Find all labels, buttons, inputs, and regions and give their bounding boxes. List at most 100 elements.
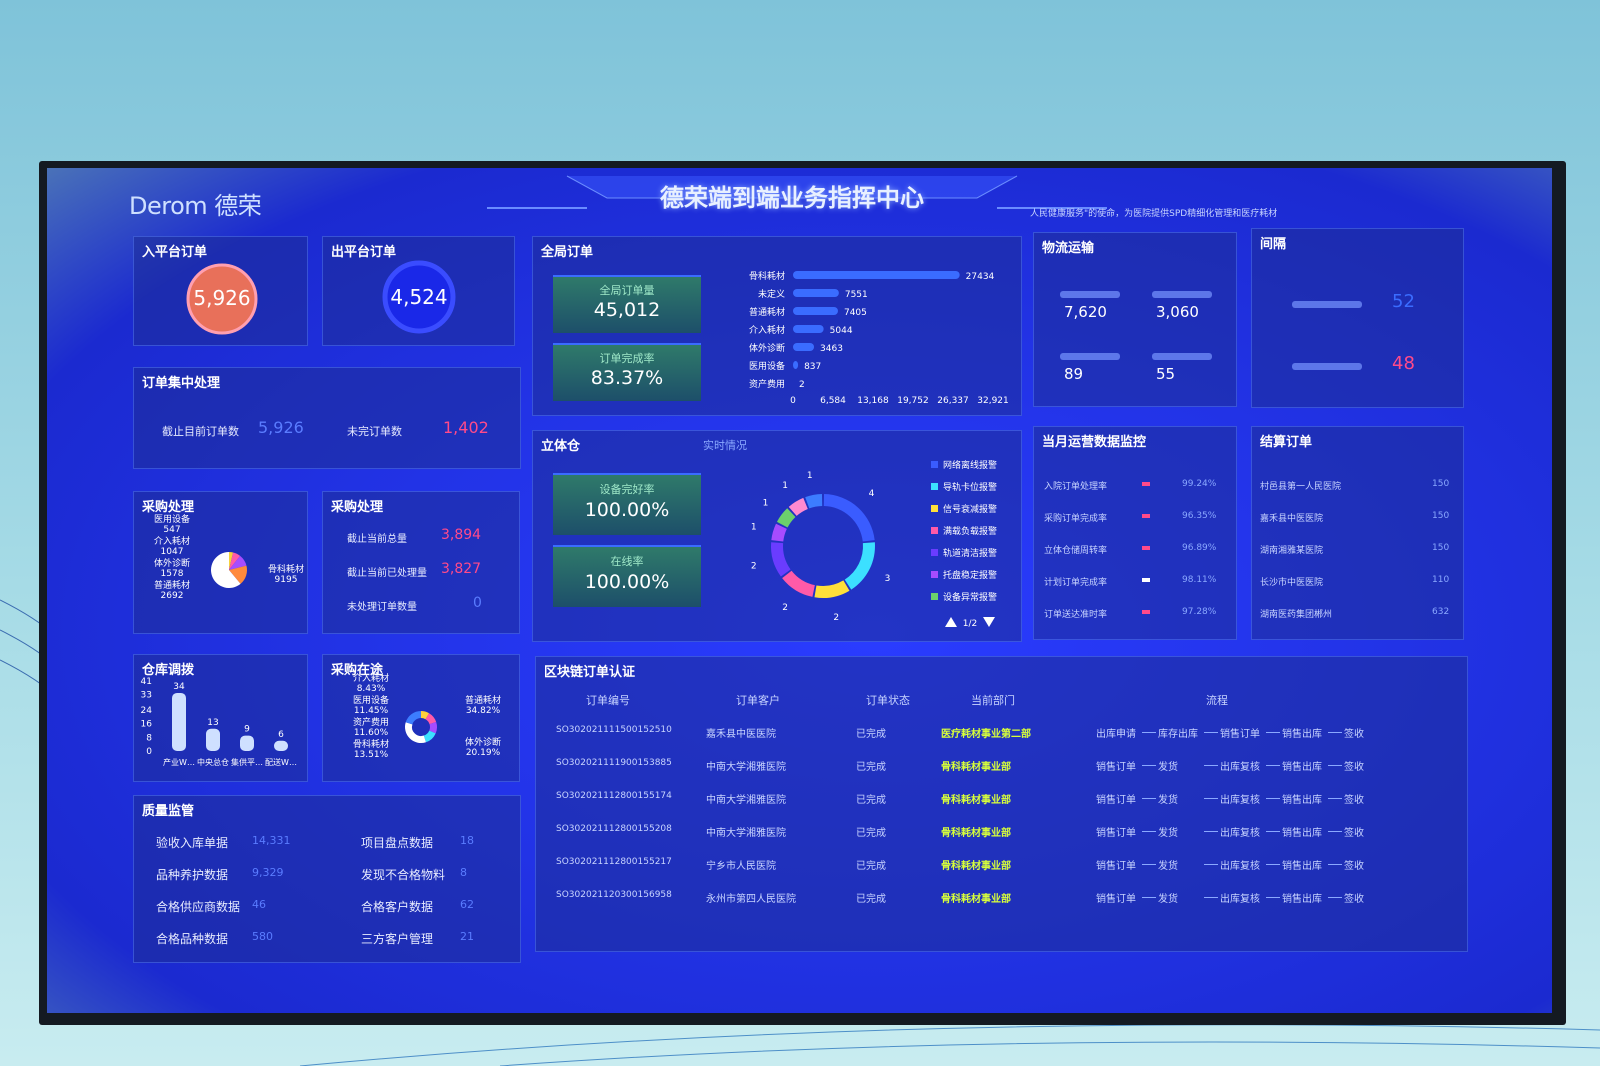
- cell: SO302021112800155217: [556, 857, 672, 867]
- donut-name: 普通耗材: [465, 694, 501, 706]
- flow-step: 签收: [1344, 762, 1364, 773]
- kpi-value: 83.37%: [590, 367, 664, 389]
- x-tick-label: 19,752: [897, 396, 929, 406]
- stat-label: 未处理订单数量: [347, 602, 417, 613]
- stat-value: 0: [473, 595, 482, 611]
- flow-step: 销售出库: [1282, 729, 1322, 740]
- stat-label: 三方客户管理: [361, 932, 434, 946]
- legend-swatch: [931, 527, 938, 534]
- row-label: 嘉禾县中医医院: [1260, 514, 1324, 524]
- panel: 采购在途 介入耗材 8.43% 医用设备 11.45% 资产费用 11.60% 骨科耗材 13.…: [322, 654, 520, 782]
- pie-value: 547: [163, 525, 180, 535]
- row-label: 入院订单处理率: [1044, 482, 1108, 492]
- bar: [793, 271, 960, 279]
- kpi-label: 在线率: [610, 555, 644, 568]
- row-label: 湖南湘雅某医院: [1260, 546, 1324, 556]
- flow-step: 发货: [1158, 828, 1178, 839]
- kpi-label: 全局订单量: [599, 284, 655, 297]
- flow-step: 库存出库: [1158, 729, 1198, 740]
- stat-value: 7,620: [1064, 303, 1107, 321]
- legend-label: 轨道清洁报警: [943, 547, 997, 559]
- x-tick-label: 0: [790, 396, 796, 406]
- ring-segment: [771, 542, 791, 577]
- bar-value: 9: [244, 725, 250, 735]
- legend-swatch: [931, 461, 938, 468]
- flow-connector: [1328, 831, 1342, 832]
- panel: 出平台订单 4,524: [322, 236, 515, 346]
- flow-connector: [1204, 732, 1218, 733]
- donut-label: 8.43%: [357, 684, 386, 694]
- legend-label: 托盘稳定报警: [943, 569, 997, 581]
- kpi-label: 设备完好率: [599, 483, 655, 496]
- cell: 已完成: [856, 795, 886, 806]
- row-value: 632: [1432, 607, 1450, 617]
- stat-label: 截止当前总量: [347, 534, 407, 545]
- donut-slice: [405, 722, 426, 743]
- ring-segment: [814, 580, 850, 598]
- panel-title: 入平台订单: [142, 245, 208, 260]
- bar: [172, 692, 186, 751]
- panel-title: 全局订单: [541, 245, 594, 260]
- stat-value: 3,060: [1156, 303, 1199, 321]
- bar-value: 3463: [820, 344, 843, 354]
- stat-value: 48: [1392, 353, 1415, 374]
- ring-label: 4: [869, 489, 875, 499]
- column-header: 订单客户: [736, 694, 780, 707]
- kpi-value: 100.00%: [584, 571, 670, 593]
- panel-title: 采购处理: [331, 500, 384, 515]
- header-plate: [566, 175, 1018, 199]
- bar-value: 6: [278, 730, 284, 740]
- flow-step: 出库复核: [1220, 861, 1260, 872]
- flow-connector: [1204, 798, 1218, 799]
- logo: Derom 德荣: [129, 192, 262, 220]
- panel-title: 立体仓: [541, 439, 581, 454]
- bar-value: 7551: [845, 290, 868, 300]
- cell: 已完成: [856, 729, 886, 740]
- chart: 骨科耗材 27434 未定义 7551 普通耗材 7405 介入耗材 5044 体外诊断 3463…: [749, 270, 1009, 406]
- column-header: 当前部门: [971, 694, 1015, 707]
- bar-label: 未定义: [758, 288, 785, 300]
- kpi-box: 设备完好率 100.00%: [553, 473, 701, 535]
- pie-label: 医用设备: [154, 513, 190, 525]
- bar: [274, 740, 288, 751]
- stat-value: 9,329: [252, 866, 284, 879]
- department: 骨科耗材事业部: [941, 795, 1011, 806]
- panel: 立体仓 实时情况 设备完好率 100.00% 在线率 100.00% 4 3 2 2 2 1 1 1 1 网络…: [532, 430, 1022, 642]
- kpi-value: 4,524: [390, 285, 447, 309]
- column-header: 流程: [1206, 694, 1228, 707]
- ring-label: 1: [751, 522, 757, 532]
- flow-step: 发货: [1158, 762, 1178, 773]
- legend-swatch: [931, 505, 938, 512]
- pie-label: 普通耗材: [154, 579, 190, 591]
- bar-value: 7405: [844, 308, 867, 318]
- row-value: 150: [1432, 479, 1450, 489]
- flow-step: 签收: [1344, 894, 1364, 905]
- ring-segment: [805, 494, 823, 509]
- donut-name: 医用设备: [353, 694, 389, 706]
- panel-title: 间隔: [1260, 237, 1287, 252]
- stat-label: 截止目前订单数: [162, 425, 239, 438]
- department: 医疗耗材事业第二部: [941, 729, 1031, 740]
- flow-connector: [1142, 897, 1156, 898]
- bar-label: 资产费用: [749, 378, 785, 390]
- ring-segment: [776, 508, 796, 528]
- flow-step: 发货: [1158, 861, 1178, 872]
- stat-label: 合格供应商数据: [156, 900, 241, 914]
- label-blur: [1292, 301, 1362, 308]
- panel: 全局订单 全局订单量 45,012 订单完成率 83.37% 骨科耗材 27434 未定义 75…: [532, 236, 1022, 416]
- flow-step: 销售出库: [1282, 762, 1322, 773]
- trend-icon: [1142, 546, 1150, 550]
- flow-connector: [1328, 765, 1342, 766]
- ring-label: 1: [763, 499, 769, 509]
- stat-label: 项目盘点数据: [361, 836, 434, 850]
- flow-connector: [1142, 765, 1156, 766]
- panel: 入平台订单 5,926: [133, 236, 308, 346]
- chart: 0 8 16 24 33 41 34 产业W… 13 中央总仓 9 集供平… 6 配送W…: [141, 677, 297, 767]
- legend-label: 设备异常报警: [943, 591, 997, 603]
- stat-label: 截止当前已处理量: [347, 568, 427, 579]
- cell: 永州市第四人民医院: [706, 894, 796, 905]
- kpi-value: 100.00%: [584, 499, 670, 521]
- department: 骨科耗材事业部: [941, 828, 1011, 839]
- kpi-box: 订单完成率 83.37%: [553, 343, 701, 401]
